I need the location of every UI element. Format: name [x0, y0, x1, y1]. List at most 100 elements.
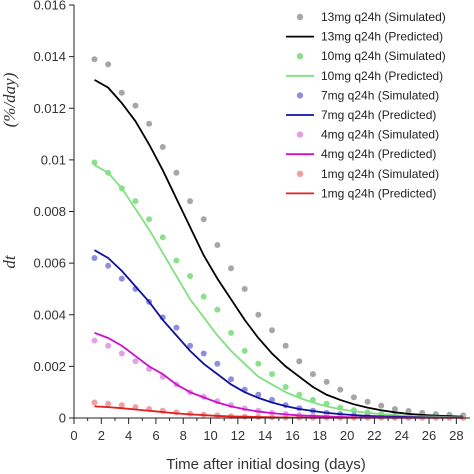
data-point [309, 371, 316, 378]
data-point [118, 402, 125, 409]
data-point [91, 337, 98, 344]
data-point [350, 394, 357, 401]
x-tick-label: 0 [70, 428, 77, 443]
y-tick-label: 0.016 [33, 0, 66, 13]
legend-label: 4mg q24h (Simulated) [321, 128, 439, 142]
data-point [255, 391, 262, 398]
data-point [337, 386, 344, 393]
x-tick-label: 6 [152, 428, 159, 443]
legend-label: 7mg q24h (Simulated) [321, 88, 439, 102]
x-tick-label: 28 [449, 428, 463, 443]
data-point [105, 61, 112, 68]
series-1-line [94, 79, 464, 418]
legend-label: 1mg q24h (Predicted) [321, 186, 436, 200]
y-tick-label: 0.008 [33, 204, 66, 219]
data-point [255, 311, 262, 318]
legend-entry: 13mg q24h (Simulated) [296, 10, 446, 24]
data-point [118, 275, 125, 282]
data-point [241, 347, 248, 354]
x-tick-label: 12 [231, 428, 245, 443]
data-point [269, 371, 275, 378]
data-point [214, 360, 221, 367]
legend-entry: 10mg q24h (Simulated) [296, 49, 446, 63]
data-point [91, 254, 98, 261]
data-point [200, 216, 207, 223]
y-tick-label: 0.014 [33, 49, 66, 64]
x-tick-label: 8 [180, 428, 187, 443]
data-point [214, 306, 221, 313]
data-point [228, 265, 235, 272]
data-point [105, 262, 112, 269]
x-tick-label: 16 [285, 428, 299, 443]
legend-entry: 7mg q24h (Simulated) [296, 88, 439, 102]
y-tick-label: 0.01 [41, 152, 66, 167]
data-point [132, 102, 139, 109]
series-5-line [94, 249, 464, 419]
data-point [159, 234, 166, 241]
legend-label: 1mg q24h (Simulated) [321, 167, 439, 181]
legend-label: 13mg q24h (Predicted) [321, 30, 443, 44]
y-axis-label: dt (%/day) [0, 72, 19, 268]
data-point [296, 358, 303, 365]
legend-marker [296, 53, 304, 60]
x-tick-label: 18 [313, 428, 327, 443]
legend-entry: 13mg q24h (Predicted) [286, 30, 443, 44]
data-point [159, 143, 166, 150]
data-point [214, 242, 221, 249]
y-tick-label: 0.002 [33, 359, 66, 374]
legend-entry: 10mg q24h (Predicted) [286, 69, 443, 83]
data-point [132, 358, 139, 365]
legend-entry: 1mg q24h (Predicted) [286, 186, 436, 200]
data-point [378, 402, 385, 409]
legend-label: 13mg q24h (Simulated) [321, 10, 446, 24]
x-tick-label: 20 [340, 428, 354, 443]
axes: 0 2 4 6 8 10 12 14 16 18 20 22 24 26 2800.0020.0040.00… [33, 0, 470, 443]
data-point [241, 285, 248, 292]
legend-label: 7mg q24h (Predicted) [321, 108, 436, 122]
series-4-points [91, 254, 467, 421]
data-point [91, 56, 98, 63]
series-3-line [94, 164, 464, 419]
data-point [105, 342, 112, 349]
x-tick-label: 24 [394, 428, 408, 443]
x-tick-label: 10 [203, 428, 217, 443]
data-point [132, 198, 139, 205]
data-point [255, 360, 262, 367]
data-point [91, 159, 98, 166]
data-point [105, 400, 112, 407]
y-tick-label: 0.004 [33, 307, 66, 322]
x-tick-label: 4 [125, 428, 132, 443]
legend-label: 10mg q24h (Predicted) [321, 69, 443, 83]
data-point [146, 216, 153, 223]
data-point [187, 273, 194, 280]
legend-marker [296, 170, 304, 177]
x-tick-label: 26 [422, 428, 436, 443]
data-point [269, 327, 275, 334]
legend-entry: 4mg q24h (Predicted) [286, 147, 436, 161]
x-tick-label: 22 [367, 428, 381, 443]
x-axis-label: Time after initial dosing (days) [166, 456, 366, 473]
data-point [282, 384, 289, 391]
data-point [228, 329, 235, 336]
data-point [391, 405, 398, 412]
data-point [200, 350, 207, 357]
data-point [118, 350, 125, 357]
y-tick-label: 0 [59, 411, 66, 426]
series-0-points [91, 56, 467, 419]
data-point [364, 398, 371, 405]
data-point [187, 342, 194, 349]
data-point [323, 378, 330, 385]
legend-marker [296, 131, 304, 138]
data-point [173, 257, 180, 264]
data-point [173, 324, 180, 331]
legend-marker [296, 92, 304, 99]
y-axis-label-main: dt [0, 254, 19, 269]
data-point [228, 376, 235, 383]
y-tick-label: 0.012 [33, 101, 66, 116]
legend: 13mg q24h (Simulated) 13mg q24h (Predicte… [286, 10, 446, 200]
legend-entry: 4mg q24h (Simulated) [296, 128, 439, 142]
data-point [187, 198, 194, 205]
data-point [296, 391, 303, 398]
y-tick-label: 0.006 [33, 256, 66, 271]
